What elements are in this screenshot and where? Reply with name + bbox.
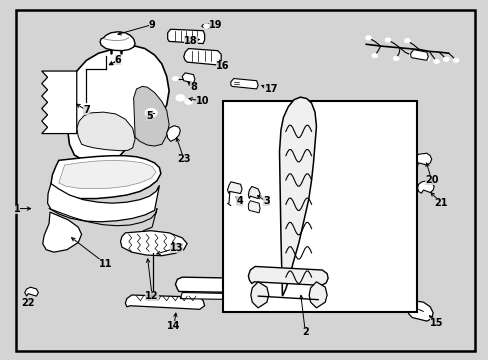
Circle shape [404, 39, 409, 43]
Polygon shape [248, 201, 260, 213]
Polygon shape [230, 78, 258, 89]
Text: 19: 19 [208, 19, 222, 30]
Polygon shape [410, 50, 427, 60]
Circle shape [408, 54, 414, 58]
Text: 16: 16 [215, 61, 229, 71]
Text: 5: 5 [146, 111, 153, 121]
Polygon shape [59, 160, 156, 189]
Polygon shape [180, 293, 301, 301]
Circle shape [365, 36, 371, 40]
Text: 23: 23 [177, 154, 190, 163]
Polygon shape [51, 156, 161, 199]
Circle shape [172, 76, 178, 81]
Polygon shape [133, 86, 169, 146]
Polygon shape [42, 212, 81, 252]
Circle shape [452, 58, 458, 63]
Circle shape [176, 95, 184, 101]
Polygon shape [248, 186, 260, 199]
Polygon shape [77, 112, 135, 151]
Text: 15: 15 [429, 318, 443, 328]
Text: 4: 4 [236, 197, 243, 206]
Text: 18: 18 [184, 36, 198, 46]
Text: 13: 13 [169, 243, 183, 253]
Circle shape [203, 24, 209, 28]
Polygon shape [183, 49, 221, 65]
Polygon shape [47, 184, 159, 222]
Text: 20: 20 [424, 175, 438, 185]
Text: 21: 21 [434, 198, 447, 208]
Text: 9: 9 [148, 19, 155, 30]
Polygon shape [227, 182, 242, 194]
Circle shape [145, 109, 157, 117]
Text: 6: 6 [115, 55, 121, 65]
Circle shape [392, 57, 398, 61]
Polygon shape [175, 277, 309, 294]
Text: 17: 17 [264, 84, 277, 94]
Text: 2: 2 [301, 327, 308, 337]
Polygon shape [166, 126, 180, 141]
Polygon shape [25, 287, 38, 296]
Circle shape [371, 54, 377, 58]
Circle shape [433, 59, 439, 64]
Bar [222, 102, 416, 312]
Polygon shape [167, 29, 204, 44]
Polygon shape [279, 97, 316, 296]
Text: 12: 12 [145, 291, 159, 301]
Text: 11: 11 [99, 259, 112, 269]
Polygon shape [407, 301, 432, 321]
Polygon shape [125, 295, 204, 309]
Polygon shape [100, 32, 135, 51]
Text: 3: 3 [263, 197, 269, 206]
Polygon shape [308, 282, 326, 308]
Text: 7: 7 [83, 105, 90, 115]
Circle shape [443, 57, 448, 62]
Polygon shape [120, 231, 187, 256]
Polygon shape [250, 282, 268, 308]
Text: 10: 10 [196, 96, 209, 107]
Polygon shape [413, 153, 431, 166]
Polygon shape [201, 23, 212, 28]
Polygon shape [248, 266, 327, 285]
Polygon shape [64, 46, 169, 164]
Circle shape [184, 99, 192, 104]
Text: 8: 8 [190, 82, 197, 92]
Polygon shape [41, 71, 77, 134]
Polygon shape [182, 73, 195, 83]
Text: 14: 14 [167, 321, 181, 331]
Text: 1: 1 [14, 203, 20, 213]
Circle shape [423, 57, 429, 61]
Polygon shape [417, 181, 433, 193]
Circle shape [384, 38, 390, 42]
Text: 22: 22 [21, 298, 35, 308]
